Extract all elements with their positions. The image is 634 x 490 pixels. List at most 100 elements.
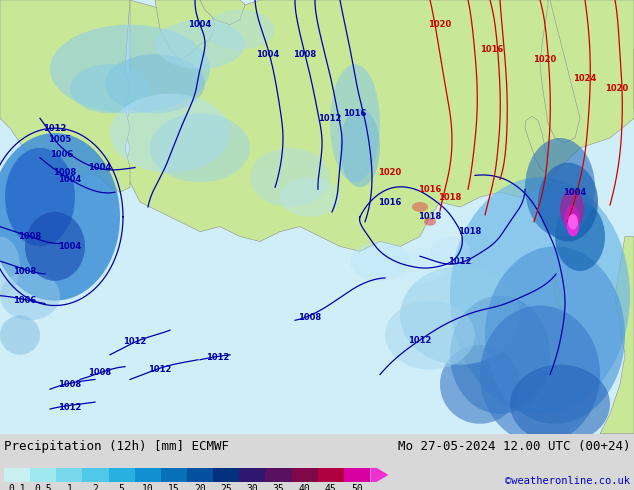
Text: 20: 20	[194, 484, 206, 490]
Ellipse shape	[412, 202, 428, 212]
Text: 1020: 1020	[378, 168, 401, 177]
Ellipse shape	[50, 24, 210, 113]
Ellipse shape	[250, 148, 330, 207]
Text: 1006: 1006	[13, 296, 37, 305]
Polygon shape	[125, 0, 634, 251]
Ellipse shape	[350, 242, 410, 281]
Bar	[239, 468, 266, 482]
Text: 1016: 1016	[418, 185, 442, 194]
Text: 40: 40	[299, 484, 311, 490]
Text: 1008: 1008	[88, 368, 112, 377]
Text: 2: 2	[93, 484, 98, 490]
Text: 1004: 1004	[88, 163, 112, 172]
Text: 1004: 1004	[58, 175, 82, 184]
Text: 1012: 1012	[408, 336, 432, 344]
Text: 1004: 1004	[256, 49, 280, 59]
Text: 50: 50	[351, 484, 363, 490]
Text: 1012: 1012	[123, 338, 146, 346]
Ellipse shape	[150, 113, 250, 182]
Ellipse shape	[480, 306, 600, 443]
Bar	[161, 468, 187, 482]
Text: 1008: 1008	[58, 380, 82, 389]
Text: 1005: 1005	[48, 135, 72, 145]
Bar	[82, 468, 108, 482]
Ellipse shape	[555, 202, 605, 271]
Ellipse shape	[0, 133, 120, 300]
Ellipse shape	[385, 300, 475, 369]
Polygon shape	[200, 0, 245, 24]
Text: 1012: 1012	[318, 114, 342, 123]
Ellipse shape	[205, 10, 275, 49]
Bar	[134, 468, 161, 482]
Ellipse shape	[400, 266, 520, 365]
Ellipse shape	[105, 54, 205, 113]
Text: 1020: 1020	[533, 54, 557, 64]
Text: 1024: 1024	[573, 74, 597, 83]
Bar	[318, 468, 344, 482]
Text: 1012: 1012	[448, 257, 472, 266]
Text: 1008: 1008	[294, 49, 316, 59]
Text: 1: 1	[67, 484, 72, 490]
Text: 1012: 1012	[58, 403, 82, 412]
Ellipse shape	[485, 246, 625, 424]
Text: Precipitation (12h) [mm] ECMWF: Precipitation (12h) [mm] ECMWF	[4, 440, 229, 453]
Ellipse shape	[330, 64, 380, 182]
Ellipse shape	[155, 20, 245, 69]
Text: 15: 15	[168, 484, 180, 490]
Ellipse shape	[70, 64, 150, 113]
Text: 1004: 1004	[188, 20, 212, 29]
Polygon shape	[525, 116, 548, 172]
Bar	[344, 468, 370, 482]
Ellipse shape	[430, 237, 470, 266]
Text: 1012: 1012	[206, 353, 230, 362]
Text: 25: 25	[221, 484, 232, 490]
Text: 0.1: 0.1	[8, 484, 26, 490]
Ellipse shape	[564, 205, 580, 233]
Text: 0.5: 0.5	[34, 484, 52, 490]
Bar	[187, 468, 213, 482]
Text: 1008: 1008	[13, 267, 37, 275]
Bar	[4, 468, 30, 482]
Text: 30: 30	[247, 484, 258, 490]
Text: 1012: 1012	[43, 123, 67, 133]
Text: 1016: 1016	[378, 197, 402, 207]
Ellipse shape	[525, 138, 595, 237]
Ellipse shape	[424, 218, 436, 226]
Bar	[30, 468, 56, 482]
Text: 1008: 1008	[18, 232, 42, 241]
Text: 1006: 1006	[50, 150, 74, 159]
Polygon shape	[600, 237, 634, 434]
Text: 1004: 1004	[564, 188, 586, 196]
Text: ©weatheronline.co.uk: ©weatheronline.co.uk	[505, 476, 630, 486]
Text: 1004: 1004	[58, 242, 82, 251]
Ellipse shape	[450, 295, 550, 414]
Ellipse shape	[5, 148, 75, 246]
Ellipse shape	[510, 365, 610, 443]
Ellipse shape	[450, 177, 630, 414]
Text: 1020: 1020	[605, 84, 629, 93]
Text: 1018: 1018	[438, 193, 462, 201]
Text: 10: 10	[142, 484, 153, 490]
Bar	[56, 468, 82, 482]
Text: 1020: 1020	[429, 20, 451, 29]
Ellipse shape	[25, 212, 85, 281]
Text: Mo 27-05-2024 12.00 UTC (00+24): Mo 27-05-2024 12.00 UTC (00+24)	[398, 440, 630, 453]
FancyArrow shape	[370, 468, 389, 482]
Text: 1016: 1016	[481, 45, 503, 54]
Text: 1012: 1012	[148, 365, 172, 374]
Ellipse shape	[0, 237, 20, 295]
Ellipse shape	[568, 214, 578, 230]
Ellipse shape	[110, 94, 230, 172]
Ellipse shape	[340, 108, 380, 187]
Bar	[292, 468, 318, 482]
Bar	[108, 468, 134, 482]
Ellipse shape	[440, 345, 520, 424]
Bar	[213, 468, 239, 482]
Polygon shape	[155, 0, 215, 59]
Ellipse shape	[280, 177, 340, 217]
Ellipse shape	[560, 189, 584, 229]
Text: 1016: 1016	[344, 109, 366, 118]
Polygon shape	[554, 281, 565, 311]
Ellipse shape	[0, 316, 40, 355]
Text: 35: 35	[273, 484, 285, 490]
